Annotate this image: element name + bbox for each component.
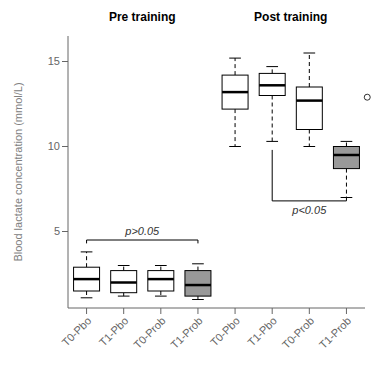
svg-text:T0-Prob: T0-Prob [131,314,168,351]
svg-text:T1-Prob: T1-Prob [168,314,205,351]
svg-text:T0-Pbo: T0-Pbo [60,314,94,348]
svg-text:T1-Prob: T1-Prob [317,314,354,351]
html-text:Pre training: Pre training [108,10,176,24]
svg-text:T1-Pbo: T1-Pbo [245,314,279,348]
svg-text:Blood lactate concentration (m: Blood lactate concentration (mmol/L) [12,82,24,261]
svg-text:p>0.05: p>0.05 [124,225,160,237]
svg-text:T0-Prob: T0-Prob [280,314,317,351]
html-text:Post training: Post training [254,10,328,24]
svg-text:T1-Pbo: T1-Pbo [97,314,131,348]
svg-text:T0-Pbo: T0-Pbo [208,314,242,348]
svg-text:p<0.05: p<0.05 [291,204,327,216]
svg-text:15: 15 [48,55,60,67]
svg-text:10: 10 [48,140,60,152]
svg-text:5: 5 [54,225,60,237]
